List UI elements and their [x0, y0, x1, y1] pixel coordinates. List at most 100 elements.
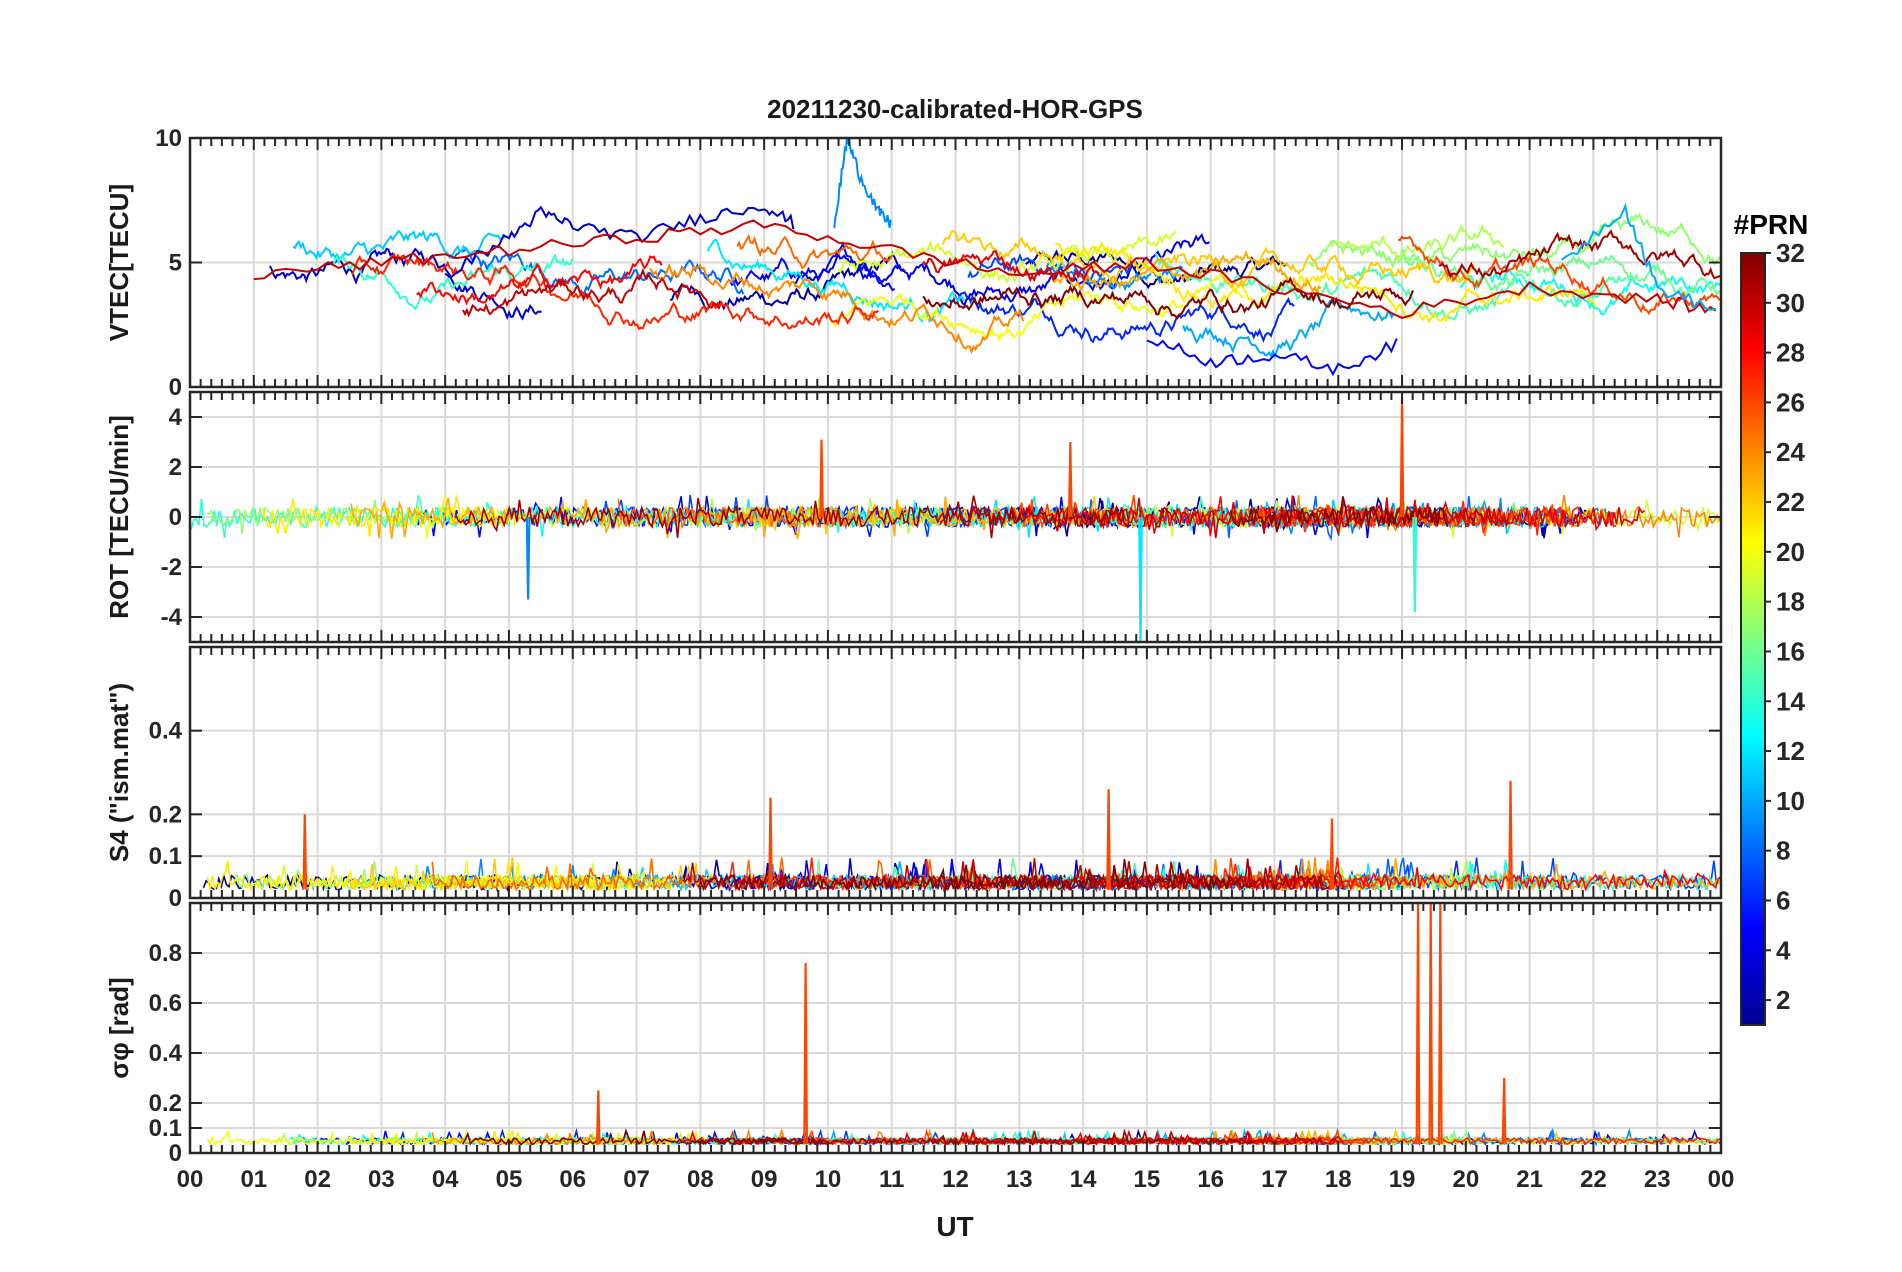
peak-mark	[595, 1090, 601, 1145]
y-axis-label: ROT [TECU/min]	[104, 415, 134, 619]
peak-mark	[803, 962, 808, 1145]
prn-trace	[351, 252, 879, 331]
y-tick-label: 0	[169, 885, 182, 912]
peak-mark	[1508, 780, 1513, 890]
prn-trace	[348, 857, 720, 893]
prn-trace	[736, 234, 894, 270]
prn-trace	[1229, 496, 1449, 533]
peak-mark	[1138, 516, 1143, 642]
prn-trace	[1055, 241, 1597, 324]
prn-trace	[649, 263, 1025, 355]
prn-trace	[828, 270, 1244, 342]
colorbar-tick-label: 12	[1776, 736, 1805, 766]
prn-trace	[206, 499, 422, 534]
x-tick-label: 23	[1644, 1166, 1671, 1193]
colorbar-tick-label: 4	[1776, 935, 1791, 965]
x-tick-label: 01	[240, 1166, 267, 1193]
y-tick-label: 0.6	[149, 990, 182, 1017]
y-tick-label: 0	[169, 1140, 182, 1167]
colorbar-gradient	[1740, 252, 1766, 1026]
prn-trace	[939, 497, 1510, 539]
peak-mark	[1501, 1077, 1507, 1145]
series-group-sigma_phi	[206, 903, 1721, 1147]
peak-mark	[768, 797, 773, 890]
prn-trace	[697, 858, 1253, 892]
x-tick-label: 15	[1134, 1166, 1161, 1193]
x-tick-label: 12	[942, 1166, 969, 1193]
peak-mark	[819, 439, 824, 518]
x-tick-label: 18	[1325, 1166, 1352, 1193]
prn-trace	[922, 250, 1100, 283]
prn-trace	[462, 1128, 826, 1146]
y-tick-label: 0	[169, 504, 182, 531]
colorbar-tick-label: 20	[1776, 537, 1805, 567]
x-tick-label: 05	[496, 1166, 523, 1193]
x-tick-label: 11	[879, 1166, 904, 1193]
x-tick-label: 22	[1580, 1166, 1607, 1193]
prn-trace	[948, 291, 1295, 344]
x-tick-label: 08	[687, 1166, 714, 1193]
peak-mark	[1399, 399, 1405, 518]
y-tick-label: 0.2	[149, 1090, 182, 1117]
y-axis-label: σφ [rad]	[104, 977, 134, 1078]
colorbar-tick-label: 24	[1776, 437, 1805, 467]
x-tick-label: 21	[1516, 1166, 1543, 1193]
colorbar-tick-label: 26	[1776, 387, 1805, 417]
prn-trace	[1146, 338, 1398, 377]
x-tick-label: 07	[623, 1166, 650, 1193]
y-tick-label: -2	[161, 554, 182, 581]
y-axis-label: VTEC[TECU]	[104, 184, 134, 341]
x-tick-label: 16	[1197, 1166, 1224, 1193]
prn-trace	[1330, 224, 1504, 262]
y-tick-label: 0.1	[149, 1115, 182, 1142]
chart-title: 20211230-calibrated-HOR-GPS	[767, 94, 1143, 124]
y-tick-label: 5	[169, 250, 182, 277]
x-tick-label: 04	[432, 1166, 459, 1193]
prn-trace	[1281, 1131, 1721, 1147]
colorbar-tick-label: 22	[1776, 487, 1805, 517]
colorbar-tick-label: 28	[1776, 338, 1805, 368]
prn-trace	[922, 276, 1414, 320]
prn-trace	[1438, 229, 1721, 280]
prn-trace	[1307, 212, 1721, 270]
panel-rot: -4 -2 0 2 4 ROT [TECU/min]	[104, 390, 1723, 644]
prn-trace	[728, 495, 1149, 535]
peak-mark	[1067, 441, 1073, 518]
prn-trace	[833, 138, 892, 229]
peak-mark	[1412, 516, 1418, 613]
series-group-rot	[190, 399, 1721, 642]
panel-s4: 0 0.1 0.2 0.4 S4 ("ism.mat")	[104, 645, 1723, 912]
x-tick-label: 00	[1708, 1166, 1735, 1193]
peak-mark	[1415, 903, 1421, 1145]
prn-trace	[448, 246, 745, 295]
x-axis-label: UT	[936, 1211, 973, 1242]
x-tick-label: 17	[1261, 1166, 1288, 1193]
y-tick-label: 10	[155, 125, 182, 152]
prn-trace	[444, 205, 795, 279]
y-tick-label: 0.2	[149, 801, 182, 828]
colorbar-tick-label: 32	[1776, 238, 1805, 268]
prn-trace	[1182, 296, 1395, 359]
prn-trace	[1025, 249, 1289, 290]
prn-trace	[727, 241, 896, 292]
series-group-s4	[202, 780, 1721, 893]
prn-trace	[697, 1128, 1253, 1146]
y-tick-label: -4	[161, 604, 183, 631]
x-tick-label: 00	[177, 1166, 204, 1193]
prn-trace	[462, 267, 721, 318]
prn-trace	[330, 252, 574, 311]
x-tick-label: 13	[1006, 1166, 1033, 1193]
colorbar-tick-label: 16	[1776, 636, 1805, 666]
prn-trace	[928, 1129, 1338, 1146]
y-tick-label: 0.8	[149, 940, 182, 967]
prn-trace	[927, 858, 1338, 892]
y-tick-label: 0.4	[149, 1040, 183, 1067]
prn-trace	[253, 219, 1717, 319]
colorbar-tick-label: 30	[1776, 288, 1805, 318]
prn-trace	[941, 229, 1475, 290]
prn-trace	[1560, 202, 1716, 311]
colorbar-title: #PRN	[1734, 209, 1809, 240]
y-tick-label: 2	[169, 454, 182, 481]
